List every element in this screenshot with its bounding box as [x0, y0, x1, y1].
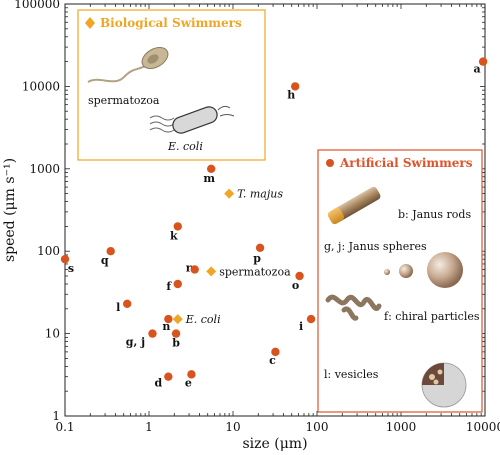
- x-axis-title: size (μm): [242, 436, 307, 452]
- janus-spheres-label: g, j: Janus spheres: [324, 240, 427, 253]
- spermatozoa-label: spermatozoa: [88, 94, 160, 107]
- biological-point: [224, 189, 234, 199]
- circle-icon: [326, 159, 334, 167]
- point-label: E. coli: [185, 313, 221, 326]
- y-tick-label: 10000: [22, 79, 60, 93]
- point-label: i: [299, 320, 303, 333]
- ecoli-label: E. coli: [167, 140, 203, 153]
- artificial-point: [191, 265, 199, 273]
- biological-point: [173, 314, 183, 324]
- x-tick-label: 1000: [386, 420, 417, 434]
- point-label: g, j: [126, 336, 145, 349]
- point-label: b: [172, 337, 180, 350]
- point-label: d: [155, 377, 163, 390]
- point-label: h: [287, 88, 295, 101]
- x-tick-label: 100: [306, 420, 329, 434]
- point-label: f: [166, 280, 172, 293]
- x-tick-label: 10: [225, 420, 240, 434]
- artificial-inset: Artificial Swimmers b: Janus rods g, j: …: [318, 150, 482, 412]
- y-tick-label: 10: [45, 327, 60, 341]
- artificial-inset-title: Artificial Swimmers: [339, 156, 473, 170]
- x-tick-label: 1: [145, 420, 153, 434]
- chiral-particles-label: f: chiral particles: [384, 310, 480, 323]
- vesicle-illustration: [422, 363, 466, 407]
- y-axis-title: speed (μm s⁻¹): [2, 158, 18, 262]
- biological-point: [206, 266, 216, 276]
- point-label: k: [170, 229, 178, 242]
- artificial-point: [148, 329, 156, 337]
- artificial-point: [307, 315, 315, 323]
- x-tick-labels: 0.1110100100010000: [55, 420, 500, 434]
- y-tick-label: 1000: [29, 162, 60, 176]
- y-tick-label: 100: [37, 244, 60, 258]
- point-label: n: [162, 320, 170, 333]
- y-tick-label: 100000: [14, 0, 60, 11]
- biological-inset: Biological Swimmers spermatozoa E. coli: [78, 10, 265, 160]
- artificial-point: [164, 372, 172, 380]
- artificial-point: [256, 244, 264, 252]
- point-label: a: [474, 63, 481, 76]
- vesicles-label: l: vesicles: [324, 368, 379, 381]
- x-tick-label: 10000: [466, 420, 500, 434]
- point-label: l: [116, 301, 120, 314]
- biological-inset-frame: [78, 10, 265, 160]
- point-label: spermatozoa: [219, 265, 291, 278]
- point-label: e: [185, 376, 192, 389]
- y-tick-labels: 1 10 100 1000 10000 100000: [14, 0, 60, 423]
- point-label: r: [186, 261, 192, 274]
- point-label: o: [292, 279, 299, 292]
- point-label: s: [68, 262, 74, 275]
- point-label: m: [203, 172, 215, 185]
- point-label: T. majus: [237, 188, 283, 201]
- biological-inset-title: Biological Swimmers: [100, 16, 242, 30]
- point-label: c: [269, 354, 276, 367]
- artificial-point: [123, 300, 131, 308]
- point-label: q: [101, 254, 109, 267]
- y-tick-label: 1: [52, 409, 60, 423]
- janus-rods-label: b: Janus rods: [398, 208, 471, 221]
- artificial-point: [174, 280, 182, 288]
- point-label: p: [253, 252, 261, 265]
